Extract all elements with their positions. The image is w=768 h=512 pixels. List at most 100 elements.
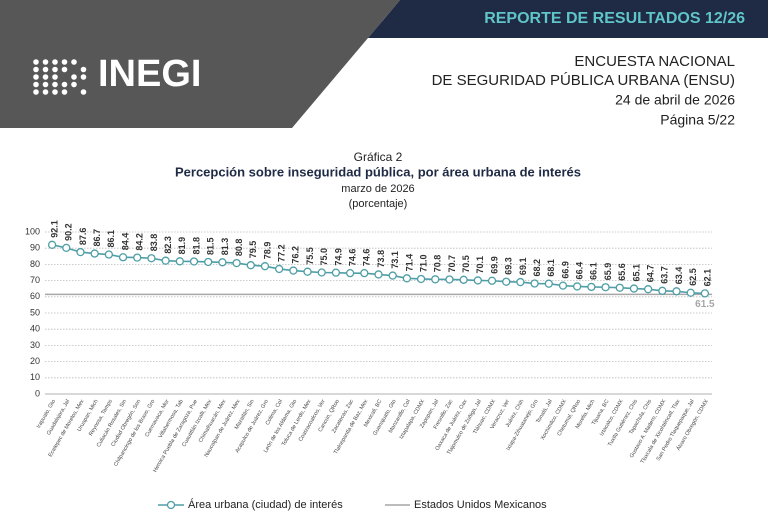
data-point [431, 275, 440, 284]
data-point [260, 262, 270, 271]
data-point [573, 282, 582, 291]
logo-dot [61, 81, 68, 88]
chart-title: Percepción sobre inseguridad pública, po… [175, 164, 581, 179]
legend-marker [166, 500, 176, 510]
logo-dot [52, 66, 58, 73]
data-point [686, 288, 695, 297]
data-point [459, 275, 468, 284]
value-label: 77.2 [277, 244, 287, 262]
value-label: 90.2 [64, 223, 74, 241]
header-panel [0, 0, 400, 128]
data-point [601, 283, 610, 292]
data-point [700, 289, 710, 298]
value-label: 84.4 [120, 233, 130, 251]
data-point [345, 268, 355, 278]
value-label: 74.9 [333, 248, 343, 266]
value-label: 75.5 [305, 247, 315, 265]
survey-title: ENCUESTA NACIONAL [574, 53, 735, 70]
value-label: 70.5 [461, 255, 471, 273]
data-point [516, 277, 525, 287]
data-point [558, 281, 568, 290]
value-label: 64.7 [646, 265, 656, 283]
logo-dot [52, 89, 58, 95]
data-point [530, 279, 539, 288]
chart-subtitle: marzo de 2026 [341, 183, 414, 195]
value-label: 69.1 [518, 258, 528, 276]
data-point [502, 277, 511, 286]
date: 24 de abril de 2026 [615, 92, 735, 108]
data-point [175, 257, 184, 266]
data-point [62, 243, 71, 253]
y-tick-label: 40 [30, 324, 40, 334]
y-tick-label: 30 [30, 340, 40, 350]
value-label: 75.0 [319, 248, 329, 266]
logo-dot [71, 81, 77, 88]
logo-dot [42, 59, 49, 65]
y-tick-label: 50 [30, 307, 40, 317]
logo-dot [33, 81, 39, 88]
data-point [402, 274, 412, 283]
value-label: 81.5 [206, 237, 216, 255]
logo-dot [42, 89, 49, 95]
data-point [275, 264, 284, 274]
legend-label: Estados Unidos Mexicanos [414, 499, 547, 511]
data-point [317, 268, 326, 277]
value-label: 62.1 [702, 269, 712, 287]
logo-dot [61, 89, 68, 95]
reference-label: 61.5 [695, 299, 715, 310]
data-point [473, 276, 482, 285]
data-point [204, 257, 213, 267]
data-point [544, 279, 553, 288]
data-point [303, 267, 312, 276]
logo-dot [80, 74, 87, 80]
y-tick-label: 60 [30, 291, 40, 301]
value-label: 84.2 [135, 233, 145, 251]
value-label: 79.5 [248, 241, 258, 259]
data-point [118, 253, 128, 262]
value-label: 83.8 [149, 234, 159, 252]
value-label: 81.9 [177, 237, 187, 255]
value-label: 76.2 [291, 246, 301, 264]
value-label: 70.1 [475, 256, 485, 274]
data-point [104, 250, 114, 259]
data-point [246, 261, 255, 270]
data-point [445, 275, 454, 284]
y-tick-label: 90 [30, 243, 40, 253]
data-point [147, 254, 156, 263]
logo-dot [71, 59, 77, 65]
value-label: 68.1 [546, 259, 556, 277]
data-point [76, 247, 85, 257]
survey-title: DE SEGURIDAD PÚBLICA URBANA (ENSU) [432, 72, 735, 89]
data-point [374, 270, 383, 279]
logo-dot [33, 74, 39, 80]
data-point [360, 268, 369, 278]
y-tick-label: 0 [35, 388, 40, 398]
value-label: 71.0 [418, 254, 428, 272]
data-point [643, 285, 653, 294]
value-label: 66.9 [560, 261, 570, 279]
value-label: 81.3 [220, 238, 230, 256]
data-point [189, 257, 199, 266]
value-label: 73.1 [390, 251, 400, 269]
chart-unit: (porcentaje) [349, 198, 408, 210]
page-number: Página 5/22 [660, 112, 735, 128]
logo-dot [80, 89, 87, 95]
value-label: 86.1 [106, 230, 116, 248]
y-tick-label: 100 [25, 226, 40, 236]
value-label: 70.7 [447, 255, 457, 273]
logo-dot [42, 74, 49, 80]
value-label: 63.4 [674, 267, 684, 285]
value-label: 63.7 [660, 266, 670, 284]
value-label: 65.6 [617, 263, 627, 281]
value-label: 78.9 [262, 242, 272, 260]
y-tick-label: 70 [30, 275, 40, 285]
y-tick-label: 20 [30, 356, 40, 366]
y-tick-label: 10 [30, 372, 40, 382]
logo-dot [33, 59, 39, 65]
logo-dot [61, 66, 68, 73]
data-point [232, 258, 241, 268]
value-label: 70.8 [433, 255, 443, 273]
value-label: 74.6 [362, 249, 372, 267]
value-label: 66.4 [575, 262, 585, 280]
